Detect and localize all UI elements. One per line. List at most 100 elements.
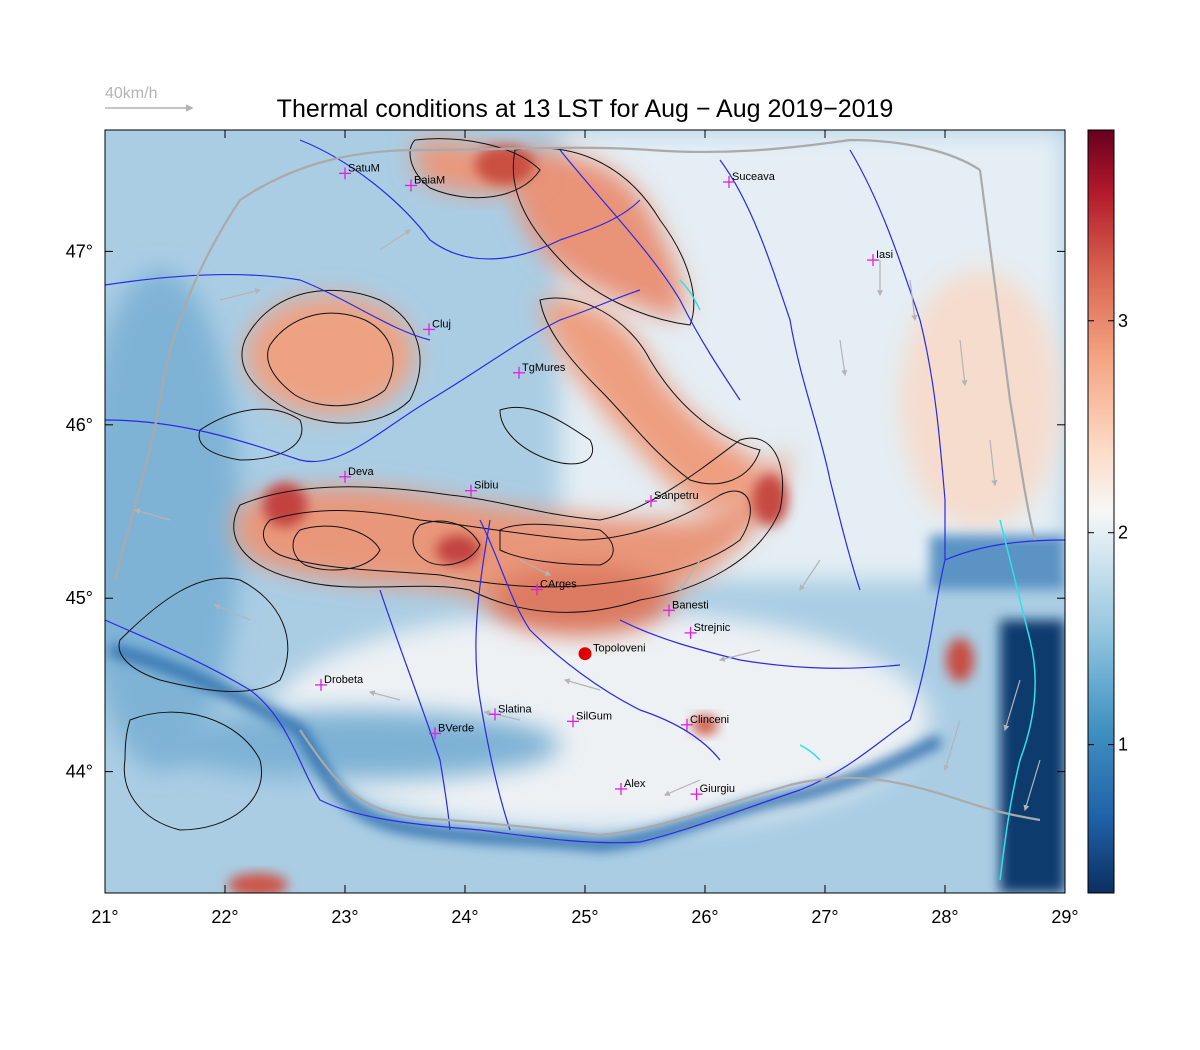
colorbar-ticks: 1 2 3	[1088, 311, 1128, 755]
wind-vector	[563, 678, 601, 691]
wind-vector	[213, 604, 251, 621]
city-label: TgMures	[522, 362, 566, 374]
city-marker: Sanpetru	[645, 490, 699, 508]
wind-vector	[368, 690, 401, 701]
city-marker: Strejnic	[684, 622, 731, 639]
contour-line	[412, 520, 481, 566]
wind-vector	[1023, 759, 1041, 812]
contour-line	[118, 577, 289, 693]
river-danube	[105, 539, 1065, 844]
river-ialomita	[619, 619, 901, 669]
city-marker: Slatina	[489, 703, 533, 721]
city-marker: Iasi	[867, 249, 893, 267]
x-tick-label: 24°	[451, 907, 478, 927]
contour-line	[123, 711, 262, 831]
city-label: Iasi	[876, 249, 893, 261]
y-tick-label: 45°	[66, 588, 93, 608]
river-siret	[719, 159, 861, 591]
river-somes	[299, 139, 641, 260]
city-label: SatuM	[348, 162, 380, 174]
city-marker: SilGum	[567, 710, 612, 728]
river-olt	[475, 519, 511, 831]
city-marker: BVerde	[429, 722, 474, 740]
map-panel: SatuM BaiaM Suceava Iasi Cluj TgMures Deva Sibi…	[105, 130, 1065, 893]
x-tick-label: 28°	[931, 907, 958, 927]
wind-vector	[943, 719, 961, 772]
river-prut	[849, 149, 946, 560]
city-label: CArges	[540, 579, 577, 591]
elevation-contours	[118, 138, 784, 831]
city-marker: SatuM	[339, 162, 380, 180]
wind-vector	[519, 559, 552, 576]
rivers	[105, 139, 1065, 844]
wind-vector	[679, 559, 701, 591]
western-cool-zone	[105, 270, 240, 770]
city-marker: TgMures	[513, 362, 566, 379]
hotspot-clinceni	[692, 715, 718, 735]
city-marker: Suceava	[723, 171, 776, 189]
city-label: Alex	[624, 778, 646, 790]
wind-vectors	[133, 229, 1041, 812]
colorbar-gradient	[1087, 129, 1115, 894]
x-tick-label: 21°	[91, 907, 118, 927]
reference-vector-label: 40km/h	[105, 85, 157, 102]
x-tick-label: 25°	[571, 907, 598, 927]
river-crisuri	[105, 273, 431, 341]
colorbar-tick-label: 2	[1118, 523, 1128, 543]
city-label: Giurgiu	[700, 783, 735, 795]
city-label: Slatina	[498, 703, 533, 715]
city-label: Sibiu	[474, 480, 498, 492]
contour-line	[512, 147, 695, 326]
city-label: Banesti	[672, 599, 709, 611]
city-marker: Alex	[615, 778, 646, 795]
lake-bicaz	[679, 279, 701, 311]
city-marker: Sibiu	[465, 480, 498, 497]
moldavia-warm-zone	[900, 270, 1060, 530]
eastern-carpathians-south-warm	[540, 298, 766, 513]
y-axis-ticks: 44° 45° 46° 47°	[66, 241, 1065, 782]
wind-vector	[133, 508, 171, 521]
reference-vector: 40km/h	[105, 85, 194, 112]
highlight-site-dot	[578, 647, 592, 661]
x-tick-label: 22°	[211, 907, 238, 927]
border-west	[113, 199, 241, 581]
wind-vector	[483, 710, 521, 721]
city-label: Clinceni	[690, 714, 729, 726]
x-tick-label: 23°	[331, 907, 358, 927]
wind-vector	[1003, 679, 1021, 732]
river-mures	[105, 289, 641, 463]
wind-vector	[663, 779, 701, 796]
colorbar: 1 2 3	[1087, 129, 1128, 894]
south-western-cool-zone	[160, 710, 560, 780]
apuseni-warm	[245, 295, 415, 415]
hotspot-fagaras-west	[436, 535, 480, 565]
city-marker: Banesti	[663, 599, 709, 617]
y-tick-label: 44°	[66, 762, 93, 782]
city-marker: Cluj	[423, 318, 451, 336]
lake-snagov	[799, 744, 821, 761]
river-arges	[479, 519, 721, 761]
city-label: BVerde	[438, 722, 474, 734]
wind-vector	[718, 649, 761, 662]
city-marker: CArges	[531, 579, 577, 596]
wind-vector	[219, 288, 262, 301]
border-south	[299, 729, 1041, 837]
city-label: Cluj	[432, 318, 451, 330]
city-label: Suceava	[732, 171, 776, 183]
contour-line	[409, 138, 541, 199]
city-marker: BaiaM	[405, 174, 445, 192]
southern-carpathians-warm	[233, 450, 790, 617]
city-label: Drobeta	[324, 674, 364, 686]
contour-line	[233, 437, 784, 613]
danube-cold-strip	[108, 644, 943, 852]
river-jiu	[379, 589, 451, 831]
x-axis-ticks: 21° 22° 23° 24° 25° 26° 27° 28° 29°	[91, 130, 1079, 927]
wind-vector	[799, 559, 821, 591]
contour-line	[198, 408, 303, 461]
river-bistrita	[559, 149, 741, 401]
city-marker: Drobeta	[315, 674, 364, 691]
hotspot-south-border	[228, 873, 288, 893]
wind-vector	[909, 279, 918, 322]
hotspot-maramures	[475, 145, 535, 185]
